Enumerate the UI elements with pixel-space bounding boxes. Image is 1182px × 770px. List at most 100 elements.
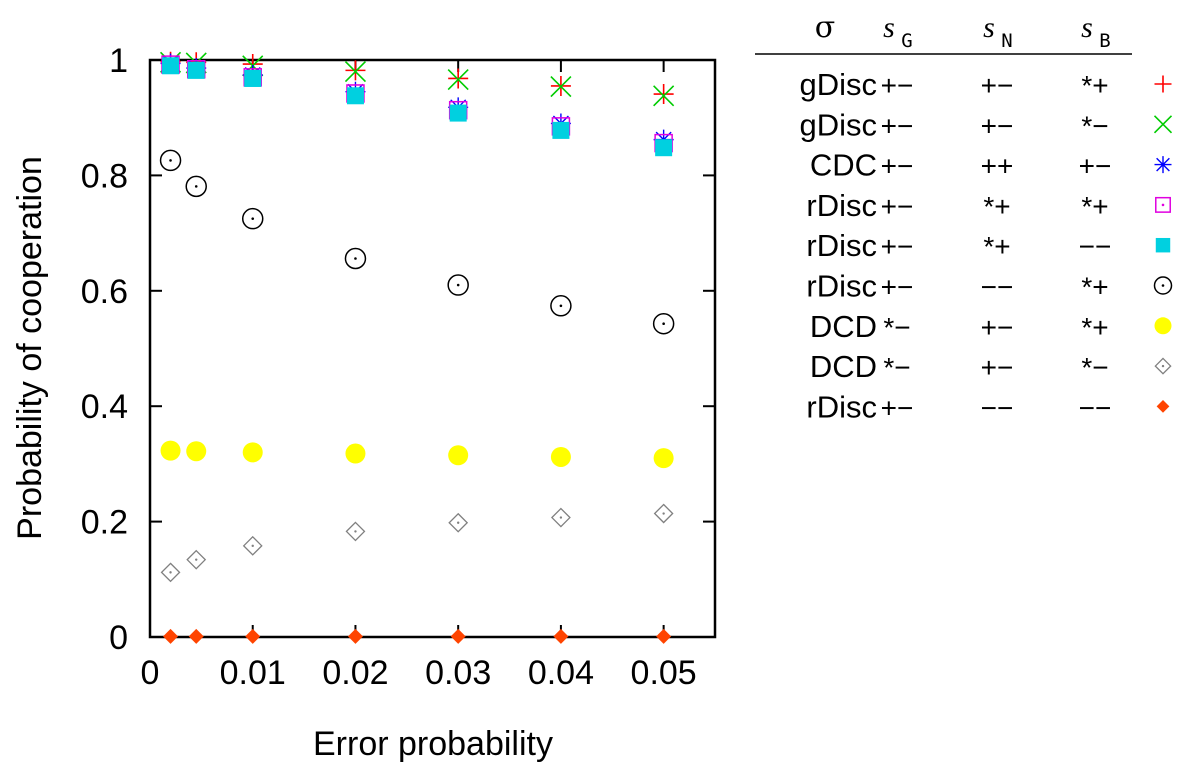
- legend-header-subscript: N: [1001, 30, 1012, 52]
- data-point: [187, 61, 205, 79]
- legend-code: +−: [981, 352, 1014, 383]
- data-point-dot: [169, 159, 172, 162]
- data-point-dot: [169, 571, 172, 574]
- legend-code: −−: [1079, 231, 1112, 262]
- data-point: [345, 521, 366, 542]
- data-point: [653, 84, 674, 105]
- data-point-dot: [251, 544, 254, 548]
- legend-code: −−: [1079, 392, 1112, 423]
- data-point: [550, 295, 572, 317]
- series-4: [162, 57, 673, 157]
- series-3: [161, 55, 673, 153]
- y-tick-label: 0.6: [81, 273, 128, 311]
- legend-code: *+: [983, 191, 1010, 222]
- legend-code: +−: [1079, 151, 1112, 182]
- legend-code: *−: [883, 312, 910, 343]
- legend-marker: [1155, 196, 1171, 213]
- data-point-dot: [354, 530, 357, 533]
- legend-code: −−: [981, 272, 1014, 303]
- data-point: [186, 441, 207, 462]
- data-point: [653, 448, 674, 469]
- data-point: [550, 507, 571, 528]
- data-point: [345, 443, 366, 464]
- data-point: [345, 60, 366, 81]
- data-point-dot: [456, 283, 460, 287]
- legend-code: *+: [1081, 70, 1108, 101]
- data-point-dot: [195, 558, 198, 561]
- legend-marker: [1154, 156, 1172, 174]
- legend-code: +−: [881, 151, 914, 182]
- legend-header-sigma: σ: [815, 10, 835, 45]
- plot-frame: [148, 58, 717, 639]
- legend-code: *+: [1081, 272, 1108, 303]
- data-marks: [159, 51, 675, 644]
- legend-header-s: s: [1081, 11, 1093, 44]
- legend-marker-dot: [1161, 364, 1165, 368]
- data-point: [347, 628, 363, 644]
- data-point: [447, 69, 469, 91]
- x-tick-label: 0.01: [220, 654, 286, 692]
- data-point: [550, 446, 571, 467]
- legend-name: gDisc: [799, 67, 877, 102]
- x-tick-label: 0.05: [631, 654, 697, 692]
- data-point-dot: [194, 185, 198, 188]
- series-2: [160, 53, 674, 150]
- legend-marker: [1154, 357, 1172, 375]
- series-5: [159, 149, 675, 335]
- legend-code: +−: [881, 231, 914, 262]
- data-point-dot: [662, 512, 665, 515]
- data-point-dot: [559, 516, 563, 519]
- legend-code: +−: [881, 191, 914, 222]
- data-point-dot: [559, 304, 563, 308]
- data-point: [242, 535, 263, 556]
- legend-code: +−: [881, 70, 914, 101]
- legend-header-s: s: [983, 11, 995, 44]
- data-point: [448, 68, 469, 89]
- legend-marker: [1153, 115, 1173, 134]
- legend-name: CDC: [810, 148, 877, 183]
- data-point: [553, 628, 569, 644]
- data-point: [188, 628, 204, 644]
- legend-code: *+: [1081, 191, 1108, 222]
- legend-code: *−: [1081, 352, 1108, 383]
- legend-marker: [1156, 400, 1170, 413]
- legend-header-subscript: B: [1099, 30, 1110, 52]
- data-point: [655, 139, 673, 157]
- data-point: [344, 247, 367, 270]
- y-tick-label: 0.2: [81, 504, 128, 542]
- data-point: [449, 104, 467, 122]
- data-point: [160, 440, 181, 461]
- data-point: [652, 312, 675, 335]
- y-tick-label: 0: [109, 619, 128, 657]
- x-tick-label: 0.03: [425, 654, 491, 692]
- data-point-dot: [251, 217, 255, 220]
- data-point: [162, 57, 180, 75]
- legend-marker-dot: [1161, 203, 1165, 207]
- data-point: [242, 442, 263, 463]
- legend-code: −−: [981, 392, 1014, 423]
- legend-code: +−: [881, 392, 914, 423]
- data-point: [653, 503, 674, 524]
- x-axis-label: Error probability: [313, 725, 553, 763]
- data-point: [186, 549, 207, 570]
- legend-name: rDisc: [806, 228, 877, 263]
- legend-code: *+: [1081, 312, 1108, 343]
- data-point: [450, 628, 466, 644]
- legend-code: +−: [981, 110, 1014, 141]
- legend-marker: [1155, 237, 1171, 253]
- legend-name: rDisc: [806, 389, 877, 424]
- legend-code: ++: [981, 151, 1014, 182]
- legend-code: +−: [881, 110, 914, 141]
- data-point: [656, 628, 672, 644]
- data-point: [244, 69, 262, 87]
- data-point: [448, 512, 469, 533]
- data-point: [185, 175, 207, 198]
- y-tick-label: 0.8: [81, 157, 128, 195]
- legend-marker: [1153, 276, 1173, 295]
- series-7: [160, 503, 674, 583]
- y-tick-label: 0.4: [81, 388, 128, 426]
- data-point: [163, 628, 179, 644]
- x-tick-label: 0.02: [322, 654, 388, 692]
- legend-code: *−: [883, 352, 910, 383]
